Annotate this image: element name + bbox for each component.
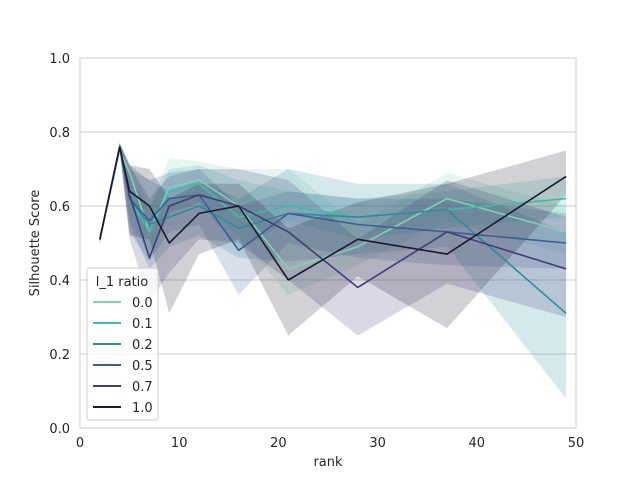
legend-label: 1.0	[132, 401, 153, 416]
x-tick-label: 0	[76, 436, 84, 451]
legend-item: 0.5	[93, 359, 153, 374]
confidence-band-0.1	[99, 143, 567, 258]
legend-label: 0.7	[132, 380, 153, 395]
series-line-1.0	[99, 146, 567, 281]
legend-item: 0.0	[93, 296, 153, 311]
y-tick-label: 0.2	[49, 348, 70, 363]
x-tick-label: 40	[469, 436, 486, 451]
legend-box	[86, 267, 159, 421]
legend-items: 0.0 0.1 0.2 0.5 0.7 1.0	[93, 296, 153, 416]
series-line-0.0	[99, 149, 567, 270]
x-tick-label: 20	[270, 436, 287, 451]
legend-label: 0.0	[132, 296, 153, 311]
y-tick-label: 0.6	[49, 200, 70, 215]
x-tick-label: 30	[369, 436, 386, 451]
legend-item: 0.7	[93, 380, 153, 395]
y-tick-label: 0.8	[49, 126, 70, 141]
x-axis-label: rank	[313, 455, 343, 470]
plot-frame	[79, 57, 577, 429]
legend-item: 0.1	[93, 317, 153, 332]
x-tick-label: 50	[568, 436, 585, 451]
y-tick-label: 0.0	[49, 422, 70, 437]
y-tick-label: 0.4	[49, 274, 70, 289]
legend-item: 0.2	[93, 338, 153, 353]
series-lines	[99, 146, 567, 314]
confidence-band-0.5	[99, 143, 567, 295]
y-tick-labels: 0.0 0.2 0.4 0.6 0.8 1.0	[49, 52, 70, 437]
legend-label: 0.1	[132, 317, 153, 332]
legend-label: 0.2	[132, 338, 153, 353]
plot-area	[80, 58, 576, 428]
y-tick-label: 1.0	[49, 52, 70, 67]
legend-item: 1.0	[93, 401, 153, 416]
legend-title: l_1 ratio	[96, 275, 149, 290]
y-axis-label: Silhouette Score	[28, 190, 43, 297]
confidence-band-0.2	[99, 143, 567, 399]
legend-label: 0.5	[132, 359, 153, 374]
x-tick-labels: 0 10 20 30 40 50	[76, 436, 584, 451]
legend: l_1 ratio 0.0 0.1 0.2 0.5 0.7 1.0	[86, 267, 159, 421]
x-tick-label: 10	[171, 436, 188, 451]
